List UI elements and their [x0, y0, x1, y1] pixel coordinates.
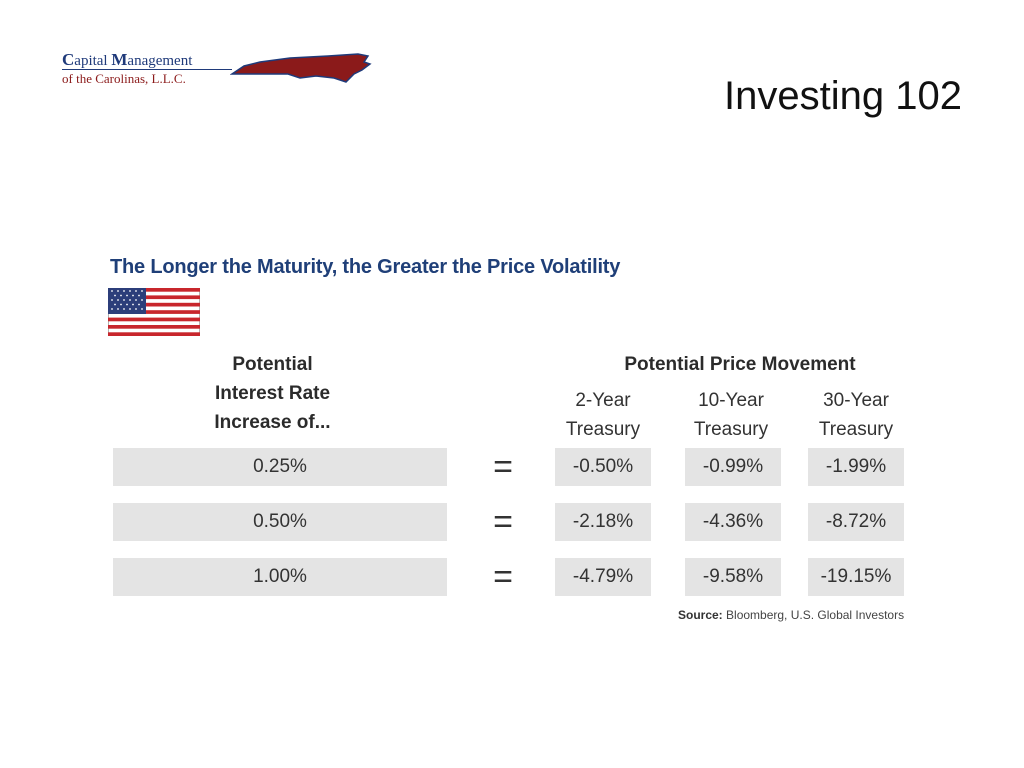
value-10yr-row-2: -4.36% — [685, 503, 781, 541]
value-10yr-row-3: -9.58% — [685, 558, 781, 596]
source-note: Source: Bloomberg, U.S. Global Investors — [678, 608, 904, 622]
rate-header-line-1: Potential — [232, 354, 313, 375]
company-logo: Capital Management of the Carolinas, L.L… — [62, 48, 372, 92]
slide-title: Investing 102 — [724, 74, 962, 118]
price-movement-header: Potential Price Movement — [624, 354, 856, 375]
logo-cap-m: M — [111, 50, 128, 69]
column-header-line-1: 2-Year — [575, 390, 631, 411]
rate-increase-header: Potential Interest Rate Increase of... — [200, 350, 345, 437]
rate-cell-row-1: 0.25% — [113, 448, 447, 486]
value-2yr-row-2: -2.18% — [555, 503, 651, 541]
equals-sign: = — [493, 558, 513, 596]
equals-sign: = — [493, 503, 513, 541]
column-header-30-year: 30-Year Treasury — [808, 386, 904, 444]
rate-cell-row-2: 0.50% — [113, 503, 447, 541]
north-carolina-map-icon — [230, 53, 372, 83]
source-text: Bloomberg, U.S. Global Investors — [722, 608, 905, 622]
column-header-line-1: 10-Year — [698, 390, 764, 411]
value-30yr-row-2: -8.72% — [808, 503, 904, 541]
us-flag-icon — [108, 288, 200, 336]
logo-subtitle: of the Carolinas, L.L.C. — [62, 71, 186, 86]
equals-sign: = — [493, 448, 513, 486]
column-header-line-2: Treasury — [693, 419, 769, 440]
logo-text-anagement: anagement — [127, 53, 193, 69]
logo-rule — [62, 69, 232, 70]
value-10yr-row-1: -0.99% — [685, 448, 781, 486]
value-30yr-row-3: -19.15% — [808, 558, 904, 596]
rate-header-line-3: Increase of... — [214, 412, 331, 433]
figure-title: The Longer the Maturity, the Greater the… — [110, 256, 621, 278]
column-header-line-2: Treasury — [565, 419, 641, 440]
source-label: Source: — [678, 608, 723, 622]
rate-cell-row-3: 1.00% — [113, 558, 447, 596]
column-header-2-year: 2-Year Treasury — [555, 386, 651, 444]
logo-text-apital: apital — [74, 53, 112, 69]
value-2yr-row-3: -4.79% — [555, 558, 651, 596]
column-header-10-year: 10-Year Treasury — [683, 386, 779, 444]
logo-cap-c: C — [62, 50, 75, 69]
column-header-line-1: 30-Year — [823, 390, 889, 411]
value-2yr-row-1: -0.50% — [555, 448, 651, 486]
logo-company-name: Capital Management — [62, 50, 192, 70]
value-30yr-row-1: -1.99% — [808, 448, 904, 486]
rate-header-line-2: Interest Rate — [214, 383, 331, 404]
column-header-line-2: Treasury — [818, 419, 894, 440]
